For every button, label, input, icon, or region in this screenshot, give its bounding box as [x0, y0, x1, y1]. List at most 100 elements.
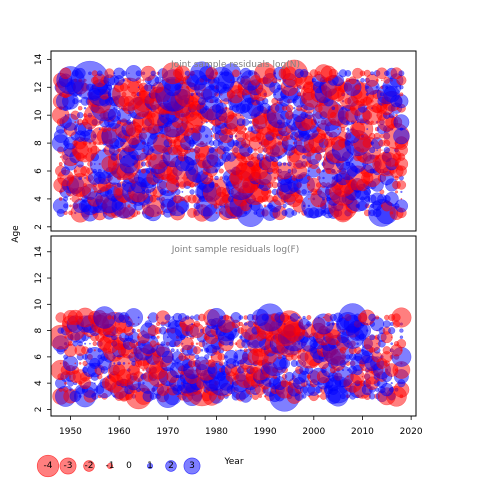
residual-bubble: [219, 176, 224, 180]
residual-bubble: [243, 348, 248, 353]
legend-bubble: [147, 462, 154, 469]
residual-bubble: [149, 340, 157, 348]
residual-bubble: [393, 114, 410, 131]
residual-bubble: [69, 204, 72, 208]
residual-bubble: [223, 314, 230, 321]
residual-bubble: [383, 320, 391, 328]
residual-bubble: [227, 111, 236, 120]
residual-bubble: [400, 349, 403, 352]
residual-bubble: [59, 156, 62, 158]
residual-bubble: [91, 70, 98, 77]
y-tick-label: 2: [34, 407, 44, 413]
residual-bubble: [396, 180, 407, 190]
residual-bubble: [127, 204, 131, 208]
panel-title: Joint sample residuals log(F): [171, 245, 299, 255]
residual-bubble: [317, 316, 320, 319]
residual-bubble: [399, 85, 404, 90]
residual-bubble: [331, 106, 336, 110]
residual-bubble: [337, 128, 339, 131]
residual-bubble: [399, 328, 404, 333]
residual-bubble: [277, 140, 283, 146]
residual-bubble: [186, 205, 188, 207]
y-tick-label: 8: [34, 140, 44, 146]
residual-bubble: [256, 153, 264, 161]
residual-bubble: [190, 92, 194, 97]
residual-bubble: [249, 395, 252, 397]
y-tick-label: 14: [34, 246, 44, 258]
residual-bubble: [244, 162, 247, 166]
legend-bubble: [183, 457, 201, 475]
residual-bubble: [156, 197, 160, 201]
residual-bubble: [74, 67, 86, 79]
residual-bubble: [248, 120, 253, 124]
residual-bubble: [137, 329, 141, 333]
residual-bubble: [193, 320, 201, 328]
residual-bubble: [396, 339, 407, 349]
residual-bubble: [234, 329, 238, 333]
panel-logF: Joint sample residuals log(F) 2 4 6 8 10 12 14 1…: [34, 235, 423, 437]
residual-bubble: [383, 147, 390, 154]
residual-bubble: [241, 118, 250, 126]
y-axis-label: Age: [11, 225, 21, 243]
x-tick-label: 1970: [156, 427, 179, 437]
residual-bubble: [331, 322, 335, 326]
y-tick-label: 12: [34, 272, 44, 283]
residual-bubble: [293, 106, 296, 110]
residual-bubble: [322, 169, 325, 173]
residual-bubble: [382, 346, 391, 355]
legend-bubble: [107, 462, 114, 469]
residual-bubble: [205, 362, 208, 365]
residual-bubble: [247, 70, 253, 76]
residual-bubble: [322, 316, 325, 319]
residual-bubble: [315, 153, 323, 161]
residual-bubble: [379, 189, 385, 195]
residual-bubble: [306, 315, 312, 320]
residual-bubble: [189, 189, 195, 195]
legend-label: -1: [106, 461, 115, 471]
residual-bubble: [268, 190, 272, 194]
residual-bubble: [150, 70, 156, 76]
residual-bubble: [64, 335, 67, 339]
residual-bubble: [208, 147, 215, 154]
residual-bubble: [399, 92, 404, 97]
residual-bubble: [78, 362, 82, 365]
legend-label: 2: [168, 461, 174, 471]
legend-label: 0: [126, 461, 132, 471]
residual-bubble: [379, 133, 385, 139]
residual-bubble: [316, 168, 322, 174]
residual-bubble: [181, 86, 184, 89]
legend: -4 -3 -2 -1 0 1 2 3: [36, 454, 201, 478]
legend-label: -4: [44, 461, 53, 471]
residual-bubble: [298, 212, 300, 214]
bubbles-1: [51, 303, 412, 412]
residual-bubble: [373, 132, 381, 140]
plot-frame: [50, 235, 417, 417]
residual-bubble: [244, 127, 248, 131]
residual-bubble: [160, 341, 166, 347]
plot-frame: [50, 50, 417, 232]
x-tick-label: 2020: [400, 427, 423, 437]
residual-bubble: [306, 176, 311, 180]
residual-bubble: [298, 316, 301, 319]
residual-bubble: [94, 382, 96, 385]
residual-bubble: [384, 191, 399, 206]
residual-bubble: [83, 106, 87, 110]
residual-bubble: [370, 71, 375, 76]
residual-bubble: [62, 387, 69, 393]
residual-bubble: [87, 347, 93, 354]
residual-bubble: [72, 98, 79, 105]
residual-bubble: [190, 342, 194, 346]
residual-bubble: [375, 315, 380, 320]
residual-bubble: [214, 71, 219, 75]
residual-bubble: [190, 315, 195, 320]
residual-bubble: [135, 70, 142, 77]
residual-bubble: [215, 211, 218, 214]
legend-label: 3: [189, 461, 195, 471]
residual-bubble: [144, 320, 153, 328]
residual-bubble: [219, 315, 224, 320]
residual-bubble: [375, 79, 379, 82]
residual-bubble: [332, 74, 344, 87]
residual-bubble: [113, 362, 116, 365]
